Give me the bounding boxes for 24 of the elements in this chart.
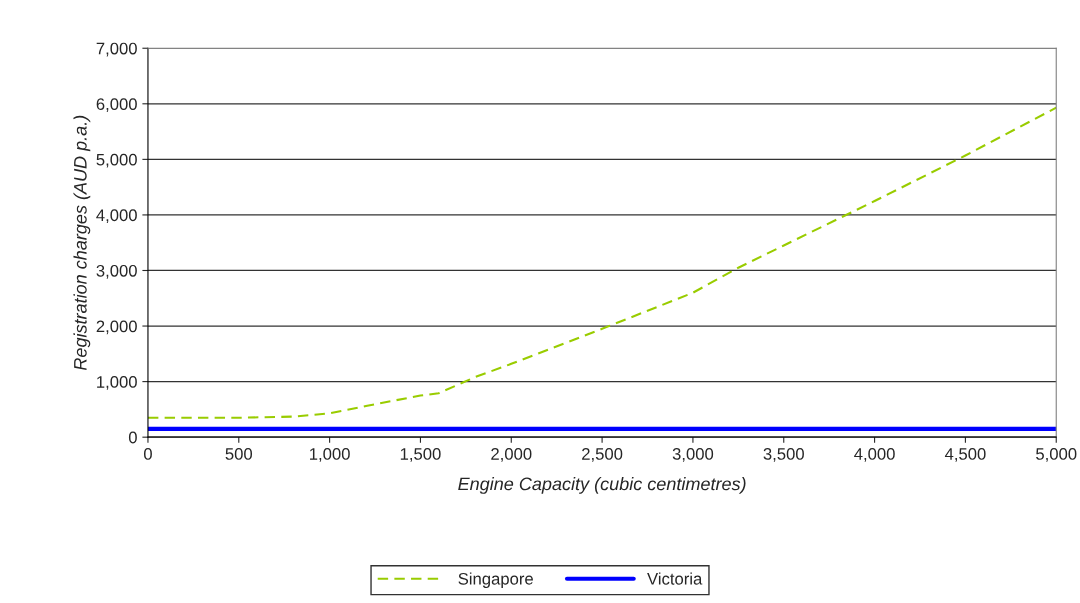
x-tick-label: 1,000: [310, 448, 350, 462]
x-tick-label: 1,500: [400, 448, 441, 462]
x-tick-label: 4,500: [944, 448, 986, 462]
x-tick-label: 5,000: [1036, 448, 1077, 462]
y-tick-label: 1,000: [97, 376, 137, 390]
legend-label: Victoria: [647, 572, 703, 585]
y-tick-label: 0: [128, 431, 137, 444]
x-tick-label: 3,000: [672, 448, 714, 462]
legend-label: Singapore: [458, 572, 533, 588]
x-tick-label: 500: [225, 448, 253, 460]
x-tick-label: 2,500: [582, 448, 623, 462]
line-series: [147, 106, 1057, 419]
x-tick-label: 4,000: [854, 448, 895, 462]
y-axis-title: Registration charges (AUD p.a.): [73, 115, 91, 371]
y-tick-label: 3,000: [96, 264, 137, 279]
x-tick-label: 3,500: [763, 448, 804, 462]
y-tick-label: 7,000: [96, 42, 137, 57]
y-tick-label: 4,000: [96, 209, 137, 224]
y-tick-label: 5,000: [96, 153, 137, 168]
x-tick-label: 2,000: [491, 448, 532, 462]
y-tick-label: 6,000: [96, 98, 137, 112]
x-tick-label: 0: [143, 448, 152, 460]
x-axis-title: Engine Capacity (cubic centimetres): [458, 477, 746, 494]
y-tick-label: 2,000: [96, 320, 137, 335]
